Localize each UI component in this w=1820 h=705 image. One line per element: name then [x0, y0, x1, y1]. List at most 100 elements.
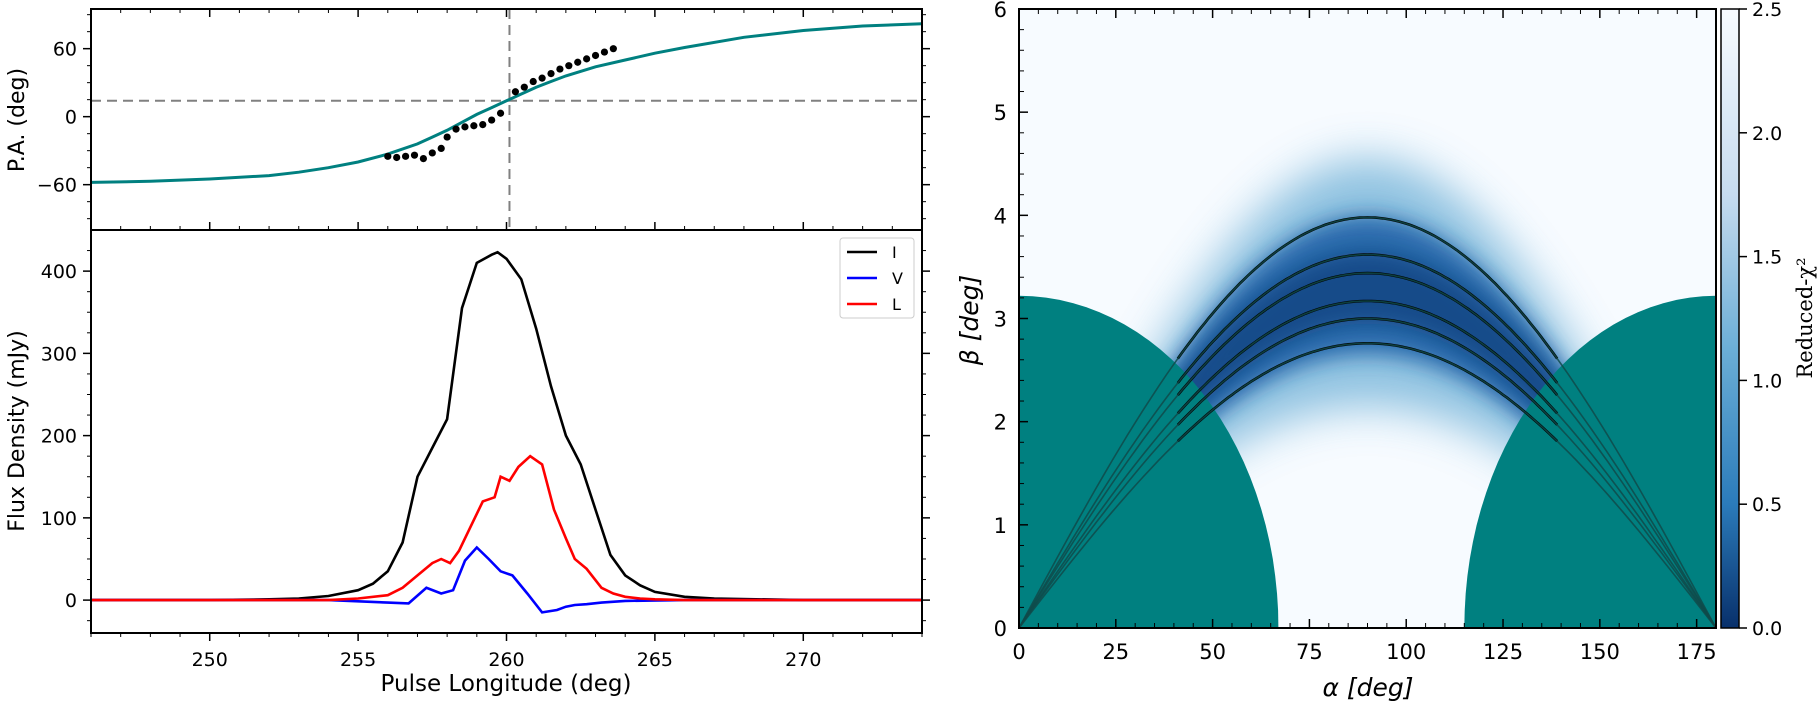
- colorbar-tick-label: 0.5: [1752, 494, 1782, 516]
- heatmap-x-tick-label: 25: [1102, 640, 1129, 664]
- flux-y-tick-label: 300: [41, 343, 77, 365]
- fan-line: [1019, 317, 1716, 628]
- pa-point: [556, 65, 564, 73]
- heatmap-y-tick-label: 0: [994, 617, 1007, 641]
- colorbar-tick-label: 0.0: [1752, 618, 1782, 640]
- heatmap-x-tick-label: 125: [1483, 640, 1523, 664]
- legend-label-i: I: [892, 243, 897, 262]
- pa-y-tick-label: 0: [65, 107, 77, 129]
- flux-x-tick-label: 265: [637, 649, 673, 671]
- heatmap-y-ticks: 0 1 2 3 4 5 6: [994, 0, 1028, 641]
- colorbar-tick-label: 1.5: [1752, 247, 1782, 269]
- pa-point: [529, 77, 537, 86]
- flux-x-axis-label: Pulse Longitude (deg): [381, 671, 632, 697]
- flux-y-ticks: 0 100 200 300 400: [41, 250, 930, 622]
- flux-x-tick-label: 260: [488, 649, 524, 671]
- flux-y-tick-label: 200: [41, 426, 77, 448]
- heatmap-y-axis-label: β [deg]: [955, 275, 984, 367]
- pa-y-axis-label: P.A. (deg): [5, 68, 30, 172]
- flux-legend: IVL: [839, 237, 915, 319]
- flux-x-ticks: 250 255 260 265 270: [90, 633, 923, 671]
- colorbar-label: Reduced-χ²: [1793, 257, 1817, 378]
- heatmap-y-tick-label: 4: [994, 204, 1007, 228]
- heatmap-x-ticks: 0 25 50 75 100 125 150 175: [1012, 9, 1717, 664]
- pa-point: [600, 48, 609, 56]
- pa-y-ticks: −60 0 60: [37, 14, 930, 220]
- fan-line: [1019, 300, 1716, 628]
- flux-y-tick-label: 100: [41, 508, 77, 530]
- flux-y-tick-label: 400: [41, 261, 77, 283]
- pa-point: [443, 133, 451, 141]
- flux-x-tick-label: 250: [192, 649, 228, 671]
- flux-x-tick-label: 270: [785, 649, 821, 671]
- heatmap-y-tick-label: 6: [994, 0, 1007, 22]
- flux-y-axis-label: Flux Density (mJy): [5, 330, 30, 531]
- heatmap-x-axis-label: α [deg]: [1322, 673, 1413, 702]
- heatmap-y-tick-label: 1: [994, 514, 1007, 538]
- heatmap-y-tick-label: 3: [994, 308, 1007, 332]
- pa-x-ticks: [90, 9, 923, 230]
- pa-fit-curves: [91, 22, 922, 184]
- pa-point: [461, 123, 469, 131]
- heatmap-x-tick-label: 50: [1199, 640, 1226, 664]
- heatmap-y-tick-label: 2: [994, 411, 1007, 435]
- pa-y-tick-label: −60: [37, 175, 77, 197]
- pa-point: [479, 121, 487, 129]
- pa-point: [401, 152, 410, 160]
- pa-panel: −60 0 60 P.A. (deg): [5, 8, 930, 231]
- pa-reference-lines: [91, 9, 922, 230]
- heatmap-x-tick-label: 175: [1677, 640, 1717, 664]
- heatmap-x-tick-label: 0: [1012, 640, 1025, 664]
- flux-line-v: [91, 545, 922, 614]
- colorbar-tick-label: 2.5: [1752, 0, 1782, 21]
- heatmap-x-tick-label: 150: [1580, 640, 1620, 664]
- pa-y-tick-label: 60: [53, 39, 77, 61]
- pa-point: [384, 152, 392, 160]
- pa-point: [488, 116, 496, 124]
- fan-line: [1019, 272, 1716, 628]
- pa-point: [547, 70, 555, 78]
- pa-axes-frame: [90, 8, 923, 231]
- heatmap-panel: 0 25 50 75 100 125 150 175 0 1 2 3 4 5 6 α [deg] β [d…: [955, 0, 1817, 702]
- pa-point: [437, 144, 445, 152]
- fan-line: [1019, 342, 1716, 628]
- fan-lines: [1019, 216, 1716, 628]
- pa-point: [565, 62, 573, 70]
- heatmap-x-tick-label: 75: [1296, 640, 1323, 664]
- pa-point: [511, 88, 520, 96]
- pa-point: [470, 122, 478, 130]
- pa-point: [419, 155, 427, 163]
- chi2-ridge-outer: [1019, 158, 1716, 628]
- flux-x-tick-label: 255: [340, 649, 376, 671]
- legend-label-l: L: [892, 295, 901, 314]
- colorbar-tick-label: 1.0: [1752, 370, 1782, 392]
- pa-point: [393, 153, 401, 162]
- flux-line-l: [91, 454, 922, 602]
- colorbar-tick-label: 2.0: [1752, 123, 1782, 145]
- fan-line: [1019, 253, 1716, 628]
- flux-y-tick-label: 0: [65, 590, 77, 612]
- heatmap-image: [1019, 158, 1716, 628]
- flux-series-lines: [91, 250, 922, 614]
- pa-measurement-points: [384, 45, 617, 163]
- pa-point: [520, 83, 528, 91]
- pa-point: [538, 74, 546, 82]
- pa-fit-line: [91, 22, 922, 184]
- pa-point: [410, 151, 419, 159]
- pa-point: [452, 125, 460, 133]
- pa-point: [428, 149, 436, 157]
- colorbar-ticks: 0.0 0.5 1.0 1.5 2.0 2.5: [1739, 0, 1782, 640]
- fan-line: [1019, 216, 1716, 628]
- pa-point: [583, 55, 591, 63]
- heatmap-y-tick-label: 5: [994, 101, 1007, 125]
- pa-point: [591, 51, 600, 60]
- flux-line-i: [91, 250, 922, 602]
- flux-panel: 250 255 260 265 270 0 100 200 300 400 Pulse Long…: [5, 229, 930, 697]
- heatmap-x-tick-label: 100: [1386, 640, 1426, 664]
- pa-point: [609, 45, 617, 53]
- pa-point: [574, 58, 582, 66]
- legend-label-v: V: [892, 269, 903, 288]
- pa-point: [496, 109, 505, 117]
- colorbar: [1720, 8, 1740, 629]
